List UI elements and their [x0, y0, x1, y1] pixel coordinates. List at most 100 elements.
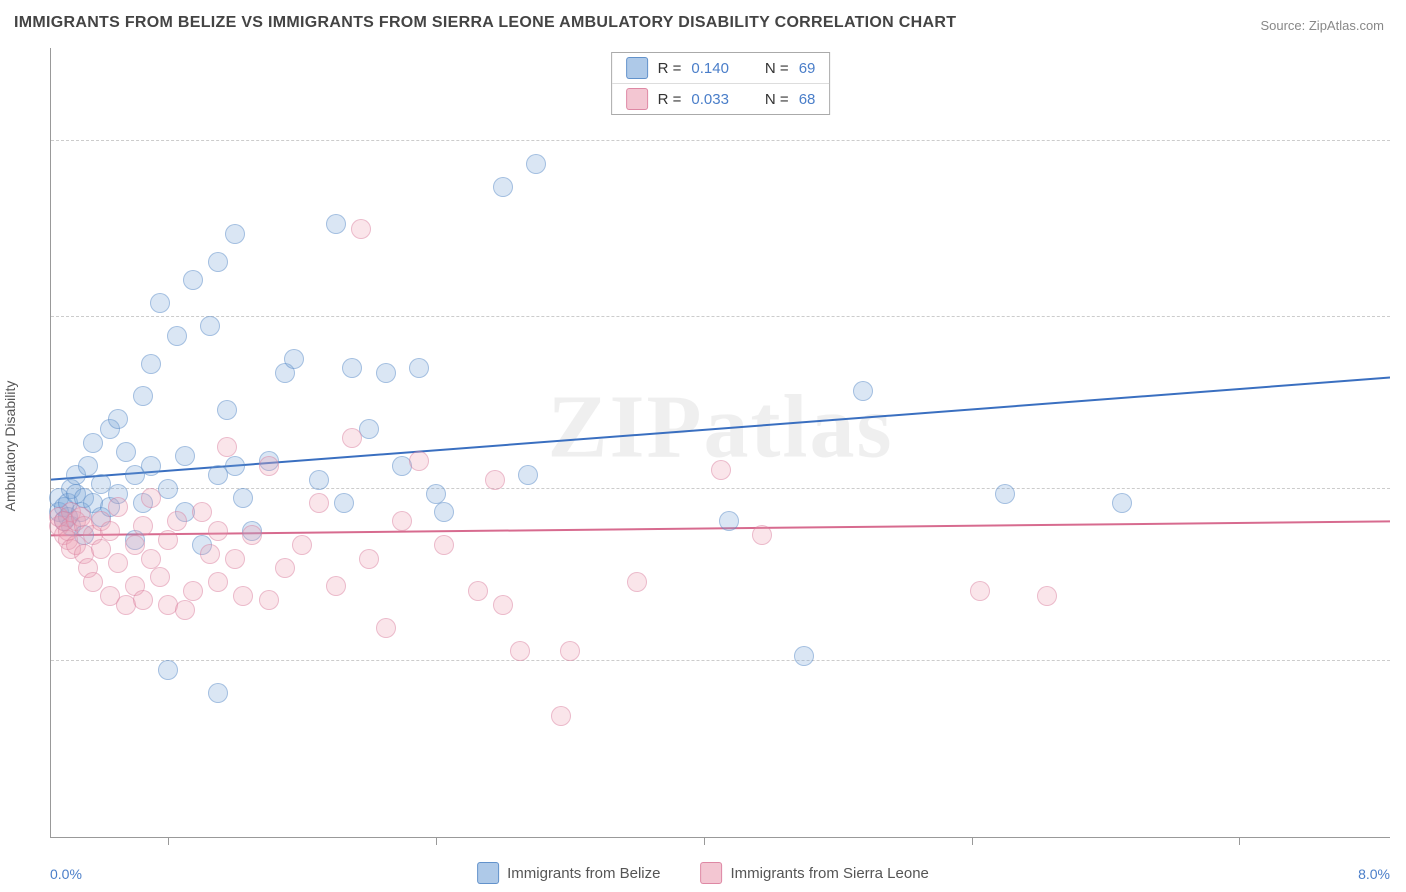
data-point: [1037, 586, 1057, 606]
data-point: [83, 572, 103, 592]
data-point: [133, 386, 153, 406]
data-point: [376, 618, 396, 638]
data-point: [208, 572, 228, 592]
swatch-pink: [626, 88, 648, 110]
data-point: [141, 456, 161, 476]
gridline: [51, 488, 1390, 489]
data-point: [292, 535, 312, 555]
data-point: [133, 516, 153, 536]
gridline: [51, 140, 1390, 141]
data-point: [719, 511, 739, 531]
legend-label-sierra-leone: Immigrants from Sierra Leone: [730, 865, 928, 882]
data-point: [752, 525, 772, 545]
x-axis-min-label: 0.0%: [50, 866, 82, 882]
x-tick: [436, 837, 437, 845]
data-point: [183, 270, 203, 290]
data-point: [1112, 493, 1132, 513]
data-point: [208, 521, 228, 541]
data-point: [334, 493, 354, 513]
data-point: [83, 433, 103, 453]
data-point: [200, 316, 220, 336]
data-point: [150, 567, 170, 587]
data-point: [493, 595, 513, 615]
r-value-sierra-leone: 0.033: [691, 91, 729, 108]
data-point: [434, 535, 454, 555]
data-point: [510, 641, 530, 661]
data-point: [794, 646, 814, 666]
data-point: [200, 544, 220, 564]
data-point: [995, 484, 1015, 504]
legend-label-belize: Immigrants from Belize: [507, 865, 660, 882]
y-tick-label: 11.2%: [1398, 293, 1406, 309]
data-point: [551, 706, 571, 726]
data-point: [342, 358, 362, 378]
data-point: [853, 381, 873, 401]
trend-lines: [51, 48, 1390, 837]
data-point: [970, 581, 990, 601]
data-point: [183, 581, 203, 601]
legend-row-belize: R = 0.140 N = 69: [612, 53, 830, 83]
y-tick-label: 3.8%: [1398, 637, 1406, 653]
data-point: [376, 363, 396, 383]
data-point: [158, 660, 178, 680]
legend-item-belize: Immigrants from Belize: [477, 862, 660, 884]
data-point: [409, 358, 429, 378]
data-point: [493, 177, 513, 197]
y-tick-label: 7.5%: [1398, 465, 1406, 481]
data-point: [309, 470, 329, 490]
source-label: Source: ZipAtlas.com: [1260, 18, 1384, 33]
data-point: [108, 553, 128, 573]
chart-title: IMMIGRANTS FROM BELIZE VS IMMIGRANTS FRO…: [14, 14, 956, 32]
data-point: [150, 293, 170, 313]
n-value-belize: 69: [799, 60, 816, 77]
x-tick: [168, 837, 169, 845]
data-point: [233, 586, 253, 606]
swatch-pink: [700, 862, 722, 884]
r-value-belize: 0.140: [691, 60, 729, 77]
swatch-blue: [626, 57, 648, 79]
data-point: [518, 465, 538, 485]
data-point: [711, 460, 731, 480]
data-point: [259, 590, 279, 610]
data-point: [125, 535, 145, 555]
data-point: [526, 154, 546, 174]
data-point: [627, 572, 647, 592]
n-label: N =: [765, 91, 789, 108]
data-point: [225, 456, 245, 476]
data-point: [141, 354, 161, 374]
data-point: [141, 488, 161, 508]
data-point: [233, 488, 253, 508]
r-label: R =: [658, 91, 682, 108]
data-point: [351, 219, 371, 239]
data-point: [158, 530, 178, 550]
data-point: [342, 428, 362, 448]
data-point: [409, 451, 429, 471]
x-tick: [1239, 837, 1240, 845]
data-point: [434, 502, 454, 522]
gridline: [51, 660, 1390, 661]
data-point: [284, 349, 304, 369]
data-point: [100, 521, 120, 541]
x-tick: [972, 837, 973, 845]
data-point: [208, 252, 228, 272]
chart-container: IMMIGRANTS FROM BELIZE VS IMMIGRANTS FRO…: [0, 0, 1406, 892]
data-point: [309, 493, 329, 513]
data-point: [468, 581, 488, 601]
plot-area: ZIPatlas R = 0.140 N = 69 R = 0.033 N = …: [50, 48, 1390, 838]
data-point: [217, 437, 237, 457]
y-axis-label: Ambulatory Disability: [2, 381, 18, 512]
data-point: [392, 511, 412, 531]
series-legend: Immigrants from Belize Immigrants from S…: [477, 862, 929, 884]
data-point: [560, 641, 580, 661]
data-point: [175, 446, 195, 466]
x-tick: [704, 837, 705, 845]
legend-row-sierra-leone: R = 0.033 N = 68: [612, 83, 830, 114]
data-point: [167, 511, 187, 531]
data-point: [116, 442, 136, 462]
data-point: [167, 326, 187, 346]
data-point: [259, 456, 279, 476]
data-point: [242, 525, 262, 545]
legend-item-sierra-leone: Immigrants from Sierra Leone: [700, 862, 928, 884]
data-point: [225, 224, 245, 244]
data-point: [217, 400, 237, 420]
